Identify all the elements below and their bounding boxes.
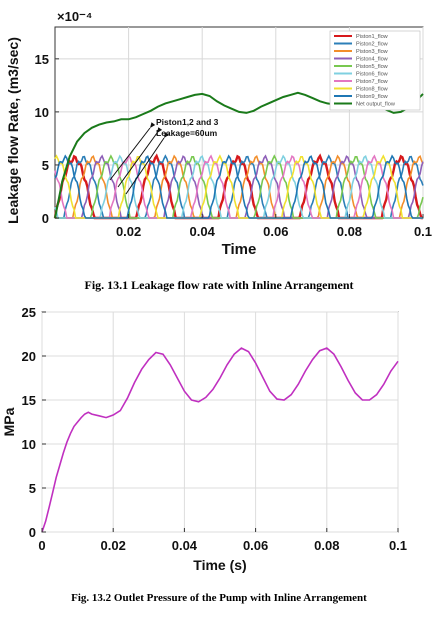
chart1-annotation-text: Piston1,2 and 3 bbox=[156, 117, 219, 127]
chart1-x-tick-label: 0.06 bbox=[263, 224, 288, 239]
chart1-legend-entry: Piston3_flow bbox=[356, 49, 389, 55]
chart2-x-axis-label: Time (s) bbox=[193, 557, 246, 573]
chart1-x-tick-label: 0.04 bbox=[190, 224, 216, 239]
chart2-y-tick-label: 5 bbox=[29, 481, 36, 496]
chart2-x-tick-label: 0.06 bbox=[243, 538, 268, 553]
chart1-y-tick-label: 15 bbox=[35, 52, 49, 67]
chart1-legend-entry: Piston6_flow bbox=[356, 72, 389, 78]
chart2-y-tick-label: 10 bbox=[22, 437, 36, 452]
chart1-legend-entry: Piston5_flow bbox=[356, 64, 389, 70]
chart2-y-axis-label: MPa bbox=[1, 407, 17, 436]
chart1-legend-entry: Piston8_flow bbox=[356, 87, 389, 93]
chart2-x-tick-label: 0.1 bbox=[389, 538, 407, 553]
chart2-y-tick-label: 0 bbox=[29, 525, 36, 540]
leakage-flow-chart: 0.02 0.04 0.06 0.08 0.1 0 5 10 15 ×10⁻⁴ Time Lea… bbox=[5, 9, 432, 292]
chart2-x-tick-label: 0.04 bbox=[172, 538, 198, 553]
chart1-legend-entry: Net output_flow bbox=[356, 102, 396, 108]
chart2-x-tick-label: 0 bbox=[38, 538, 45, 553]
chart1-legend-entry: Piston9_flow bbox=[356, 94, 389, 100]
chart1-y-axis-label: Leakage flow Rate, (m3/sec) bbox=[5, 37, 21, 224]
chart1-y-tick-label: 10 bbox=[35, 105, 49, 120]
chart2-y-tick-label: 20 bbox=[22, 349, 36, 364]
chart2-plot-area bbox=[42, 312, 398, 532]
chart2-y-tick-label: 15 bbox=[22, 393, 36, 408]
chart1-legend-entry: Piston4_flow bbox=[356, 57, 389, 63]
chart1-y-tick-label: 5 bbox=[42, 158, 49, 173]
chart2-x-tick-label: 0.02 bbox=[101, 538, 126, 553]
chart1-legend-entry: Piston2_flow bbox=[356, 42, 389, 48]
chart1-y-tick-label: 0 bbox=[42, 211, 49, 226]
chart1-legend-entry: Piston1_flow bbox=[356, 34, 389, 40]
chart1-y-exponent: ×10⁻⁴ bbox=[57, 9, 92, 24]
chart1-x-tick-label: 0.1 bbox=[414, 224, 432, 239]
chart1-x-axis-label: Time bbox=[222, 241, 257, 258]
chart1-caption: Fig. 13.1 Leakage flow rate with Inline … bbox=[85, 278, 354, 292]
chart2-x-tick-label: 0.08 bbox=[314, 538, 339, 553]
chart1-x-tick-label: 0.08 bbox=[337, 224, 362, 239]
chart2-caption: Fig. 13.2 Outlet Pressure of the Pump wi… bbox=[71, 592, 367, 604]
chart2-y-tick-label: 25 bbox=[22, 305, 36, 320]
chart1-x-tick-label: 0.02 bbox=[116, 224, 141, 239]
chart1-legend-entry: Piston7_flow bbox=[356, 79, 389, 85]
